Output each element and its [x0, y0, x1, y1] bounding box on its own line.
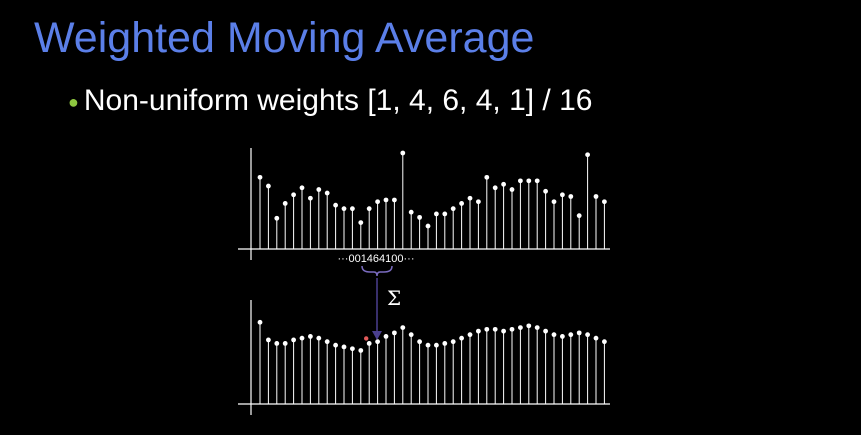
- input-sample-point: [518, 178, 523, 184]
- output-sample-point: [375, 339, 380, 345]
- input-sample-point: [350, 206, 355, 212]
- output-sample-point: [282, 341, 288, 346]
- kernel-brace: [361, 265, 393, 277]
- input-sample-point: [593, 194, 599, 199]
- input-signal-plot: [238, 148, 610, 260]
- input-sample-point: [568, 194, 574, 199]
- input-sample-point: [476, 199, 481, 205]
- output-sample-point: [266, 337, 271, 343]
- input-sample-point: [341, 206, 347, 212]
- output-sample-point: [576, 330, 582, 336]
- input-sample-point: [442, 211, 448, 217]
- input-sample-point: [602, 199, 607, 205]
- sum-symbol: Σ: [387, 286, 401, 310]
- input-sample-point: [282, 201, 288, 206]
- output-sample-point: [417, 339, 422, 345]
- input-sample-point: [375, 199, 380, 205]
- output-sample-point: [358, 348, 364, 353]
- output-sample-point: [585, 332, 590, 338]
- output-sample-point: [333, 342, 338, 348]
- input-sample-point: [324, 190, 330, 196]
- output-sample-point: [291, 337, 296, 343]
- input-sample-point: [299, 185, 305, 191]
- output-sample-point: [400, 325, 406, 330]
- input-sample-point: [333, 202, 338, 208]
- input-sample-point: [576, 213, 582, 219]
- output-sample-point: [543, 328, 548, 334]
- input-sample-point: [417, 214, 422, 220]
- input-sample-point: [383, 197, 389, 203]
- input-sample-point: [492, 185, 498, 191]
- input-sample-point: [434, 211, 439, 217]
- output-sample-point: [392, 330, 397, 336]
- sum-arrow-head: [372, 331, 382, 340]
- input-sample-point: [291, 192, 296, 198]
- output-sample-point: [467, 332, 473, 338]
- input-sample-point: [509, 187, 515, 192]
- output-sample-point: [383, 334, 389, 339]
- output-sample-point: [602, 339, 607, 345]
- slide-title: Weighted Moving Average: [34, 14, 535, 62]
- input-sample-point: [425, 223, 431, 229]
- input-sample-point: [408, 209, 414, 215]
- kernel-weights-label: ···001464100···: [337, 253, 414, 265]
- output-sample-point: [501, 328, 506, 334]
- output-sample-point: [534, 325, 540, 330]
- highlighted-output-point: [364, 336, 369, 341]
- output-sample-point: [366, 341, 372, 346]
- output-sample-point: [425, 342, 431, 348]
- output-sample-point: [408, 332, 414, 338]
- input-sample-point: [484, 174, 490, 180]
- output-sample-point: [316, 335, 322, 341]
- bullet-point: ● Non-uniform weights [1, 4, 6, 4, 1] / 1…: [68, 84, 592, 118]
- input-sample-point: [400, 150, 406, 156]
- output-sample-point: [442, 341, 448, 346]
- input-sample-point: [274, 215, 280, 221]
- output-sample-point: [492, 326, 498, 332]
- input-sample-point: [585, 152, 590, 158]
- output-sample-point: [526, 323, 532, 329]
- input-sample-point: [543, 188, 548, 194]
- output-sample-point: [568, 332, 574, 338]
- input-sample-point: [308, 195, 313, 201]
- output-sample-point: [350, 346, 355, 352]
- output-sample-point: [257, 319, 263, 325]
- output-sample-point: [308, 334, 313, 339]
- input-sample-point: [257, 174, 263, 180]
- input-sample-point: [526, 178, 532, 184]
- output-sample-point: [434, 342, 439, 348]
- output-sample-point: [450, 339, 456, 345]
- output-sample-point: [459, 335, 464, 341]
- output-sample-point: [551, 332, 557, 338]
- output-sample-point: [560, 334, 565, 339]
- input-sample-point: [266, 183, 271, 189]
- input-sample-point: [459, 201, 464, 206]
- input-sample-point: [392, 197, 397, 203]
- input-sample-point: [551, 199, 557, 205]
- output-sample-point: [324, 339, 330, 345]
- input-sample-point: [467, 195, 473, 201]
- output-sample-point: [509, 326, 515, 332]
- input-sample-point: [450, 206, 456, 212]
- input-sample-point: [534, 178, 540, 184]
- output-sample-point: [476, 328, 481, 334]
- input-sample-point: [316, 187, 322, 192]
- bullet-icon: ●: [68, 91, 79, 112]
- bullet-text: Non-uniform weights [1, 4, 6, 4, 1] / 16: [83, 84, 593, 117]
- output-sample-point: [299, 335, 305, 341]
- input-sample-point: [366, 206, 372, 212]
- input-sample-point: [358, 220, 364, 226]
- input-sample-point: [501, 181, 506, 187]
- output-signal-plot: [238, 300, 610, 415]
- output-sample-point: [274, 341, 280, 346]
- output-sample-point: [341, 344, 347, 350]
- output-sample-point: [593, 335, 599, 341]
- output-sample-point: [484, 326, 490, 332]
- input-sample-point: [560, 192, 565, 198]
- output-sample-point: [518, 325, 523, 330]
